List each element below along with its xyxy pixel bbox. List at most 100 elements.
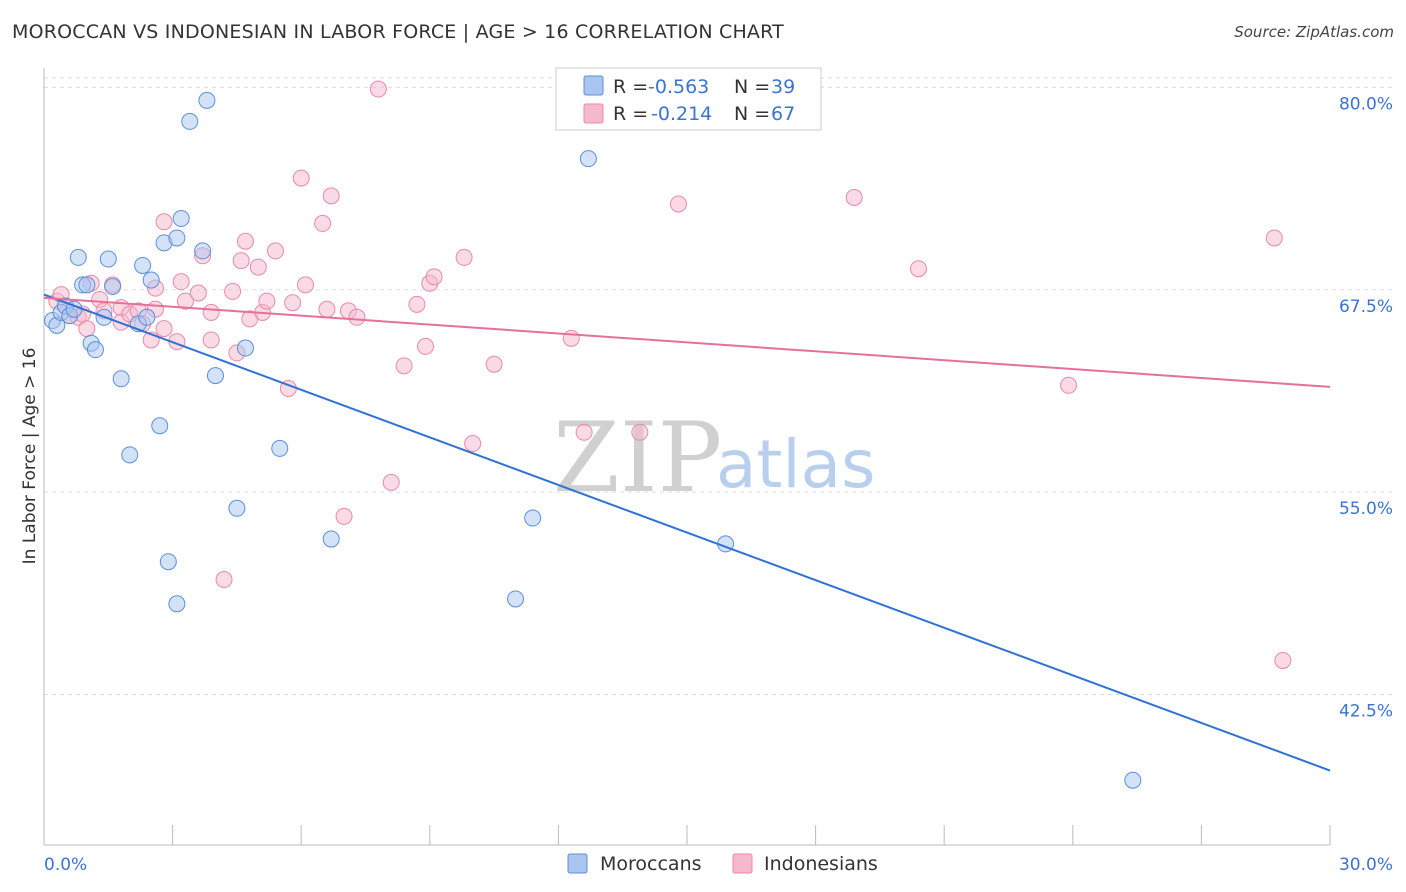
- indonesian-point: [464, 435, 482, 453]
- indonesian-point: [189, 284, 207, 302]
- indonesian-point: [909, 260, 927, 278]
- moroccan-point: [121, 446, 139, 464]
- indonesian-point: [485, 355, 503, 373]
- moroccan-point: [104, 278, 122, 296]
- indonesian-point: [669, 195, 687, 213]
- moroccan-point: [159, 553, 177, 571]
- y-tick-label: 80.0%: [1339, 94, 1393, 114]
- moroccan-point: [236, 339, 254, 357]
- indonesian-point: [296, 276, 314, 294]
- moroccan-point: [181, 112, 199, 130]
- indonesian-point: [322, 187, 340, 205]
- moroccan-point: [322, 530, 340, 548]
- watermark: ZIP atlas: [553, 402, 876, 514]
- trend-lines: [43, 293, 1331, 772]
- indonesian-point: [155, 320, 173, 338]
- indonesian-point: [562, 329, 580, 347]
- indonesian-point: [258, 292, 276, 310]
- indonesian-point: [575, 423, 593, 441]
- indonesians-r-label: R =: [613, 103, 648, 125]
- indonesians-points: [48, 80, 1292, 669]
- indonesians-trend-line: [43, 296, 1331, 388]
- moroccan-point: [99, 250, 117, 268]
- moroccan-point: [78, 276, 96, 294]
- moroccan-point: [579, 150, 597, 168]
- moroccan-point: [86, 341, 104, 359]
- indonesians-r-value: -0.214: [651, 103, 712, 125]
- moroccan-point: [194, 242, 212, 260]
- moroccan-point: [198, 91, 216, 109]
- y-axis-title: In Labor Force | Age > 16: [20, 348, 40, 565]
- x-tick-label-max: 30.0%: [1339, 855, 1393, 875]
- indonesian-point: [417, 337, 435, 355]
- moroccans-r-value: -0.563: [648, 76, 709, 98]
- indonesian-point: [631, 423, 649, 441]
- indonesian-point: [348, 308, 366, 326]
- legend-moroccans-label: Moroccans: [600, 853, 702, 875]
- y-tick-label: 55.0%: [1339, 499, 1393, 519]
- moroccan-point: [507, 590, 525, 608]
- legend-indonesians-label: Indonesians: [764, 853, 878, 875]
- bottom-legend: Moroccans Indonesians: [567, 853, 878, 875]
- indonesian-point: [202, 331, 220, 349]
- stats-legend: R = -0.563 N = 39 R = -0.214 N = 67: [555, 67, 822, 131]
- indonesian-point: [425, 268, 443, 286]
- moroccans-points: [44, 91, 1142, 789]
- indonesian-point: [292, 169, 310, 187]
- indonesian-point: [172, 273, 190, 291]
- moroccan-point: [271, 439, 289, 457]
- indonesian-point: [382, 473, 400, 491]
- indonesian-point: [155, 213, 173, 231]
- indonesian-point: [369, 80, 387, 98]
- watermark-atlas: atlas: [716, 426, 876, 503]
- moroccan-point: [69, 248, 87, 266]
- indonesian-point: [314, 214, 332, 232]
- moroccans-swatch: [583, 75, 604, 96]
- moroccan-point: [138, 308, 156, 326]
- grid-lines: [44, 77, 1395, 695]
- moroccan-point: [206, 367, 224, 385]
- x-tick-label-min: 0.0%: [44, 855, 87, 875]
- moroccans-n-label: N =: [734, 76, 770, 98]
- moroccan-point: [142, 271, 160, 289]
- y-tick-label: 42.5%: [1339, 701, 1393, 721]
- moroccan-point: [168, 229, 186, 247]
- indonesian-point: [232, 252, 250, 270]
- y-tick-label: 67.5%: [1339, 297, 1393, 317]
- indonesian-point: [408, 295, 426, 313]
- moroccan-point: [524, 509, 542, 527]
- indonesian-point: [78, 320, 96, 338]
- moroccan-point: [172, 210, 190, 228]
- indonesian-point: [335, 507, 353, 525]
- y-axis-tick-labels: 42.5% 55.0% 67.5% 80.0%: [1339, 94, 1393, 721]
- x-axis-tick-labels: 0.0% 30.0%: [44, 855, 1393, 875]
- watermark-zip: ZIP: [553, 402, 722, 514]
- indonesian-point: [215, 571, 233, 589]
- indonesian-point: [395, 357, 413, 375]
- indonesian-point: [249, 258, 267, 276]
- indonesian-point: [236, 232, 254, 250]
- indonesian-point: [284, 294, 302, 312]
- moroccans-trend-line: [43, 293, 1331, 772]
- indonesian-point: [224, 282, 242, 300]
- indonesian-point: [202, 303, 220, 321]
- moroccan-point: [134, 256, 152, 274]
- indonesian-point: [266, 242, 284, 260]
- indonesians-n-label: N =: [734, 103, 770, 125]
- moroccan-point: [112, 370, 130, 388]
- chart-source: Source: ZipAtlas.com: [1234, 23, 1394, 41]
- indonesians-swatch: [583, 103, 604, 124]
- indonesian-point: [845, 189, 863, 206]
- chart-title: MOROCCAN VS INDONESIAN IN LABOR FORCE | …: [12, 21, 784, 43]
- moroccan-point: [168, 595, 186, 613]
- moroccans-n-value: 39: [771, 76, 795, 98]
- x-axis-ticks: [43, 825, 1331, 845]
- indonesians-n-value: 67: [771, 103, 795, 125]
- moroccan-point: [151, 417, 169, 435]
- legend-indonesians-swatch: [732, 853, 753, 874]
- moroccan-point: [228, 499, 246, 517]
- indonesian-point: [318, 300, 336, 318]
- moroccan-point: [1124, 771, 1142, 789]
- moroccans-r-label: R =: [613, 76, 648, 98]
